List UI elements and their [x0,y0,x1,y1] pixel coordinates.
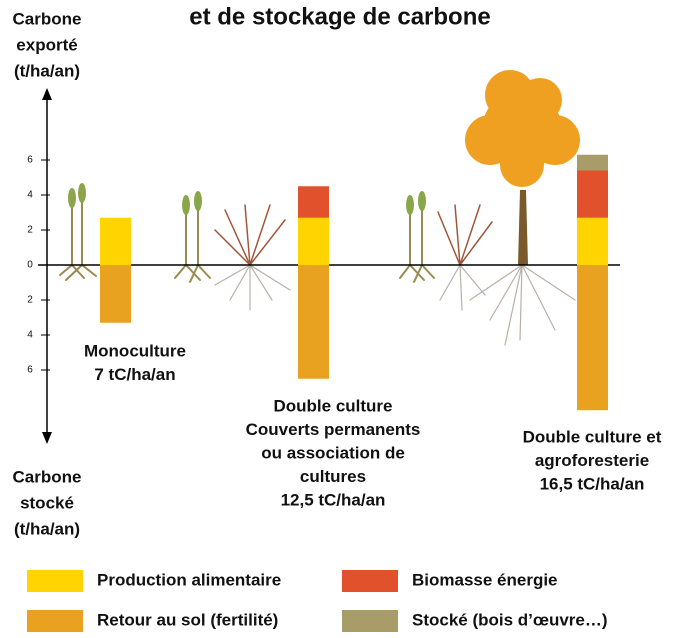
y-label-bottom: (t/ha/an) [14,519,80,538]
category-label: Couverts permanents [246,420,421,439]
y-tick-label: 2 [27,225,33,236]
bar-segment [100,218,131,265]
category-label: Double culture et [523,427,662,446]
bar-segment [298,218,329,265]
bar-segment [298,186,329,218]
bar-segment [577,155,608,171]
chart-title: et de stockage de carbone [189,3,490,30]
bar-segment [577,265,608,410]
y-tick-label: 0 [27,260,33,271]
y-tick-label: 4 [27,330,33,341]
y-tick-label: 4 [27,190,33,201]
category-label: agroforesterie [535,451,649,470]
legend-label: Retour au sol (fertilité) [97,610,278,629]
category-label: 7 tC/ha/an [94,365,175,384]
y-tick-label: 6 [27,365,33,376]
chart: et de stockage de carbone 6 4 2 [0,0,680,633]
legend-label: Biomasse énergie [412,570,558,589]
bar-segment [100,265,131,323]
legend-label: Production alimentaire [97,570,281,589]
bar-segment [577,218,608,265]
category-label: cultures [300,467,366,486]
legend-swatch [27,570,83,592]
legend-swatch [342,570,398,592]
y-label-top: (t/ha/an) [14,61,80,80]
category-label: Double culture [273,396,392,415]
category-label: 12,5 tC/ha/an [281,490,386,509]
category-label: 16,5 tC/ha/an [540,474,645,493]
legend-label: Stocké (bois d’œuvre…) [412,610,608,629]
legend-swatch [342,610,398,632]
legend-swatch [27,610,83,632]
category-label: ou association de [261,443,405,462]
y-label-bottom: Carbone [13,467,82,486]
y-label-bottom: stocké [20,493,74,512]
y-label-top: Carbone [13,9,82,28]
bar-segment [577,171,608,218]
y-label-top: exporté [16,35,77,54]
y-tick-label: 2 [27,295,33,306]
bar-segment [298,265,329,379]
y-tick-label: 6 [27,155,33,166]
category-label: Monoculture [84,341,186,360]
